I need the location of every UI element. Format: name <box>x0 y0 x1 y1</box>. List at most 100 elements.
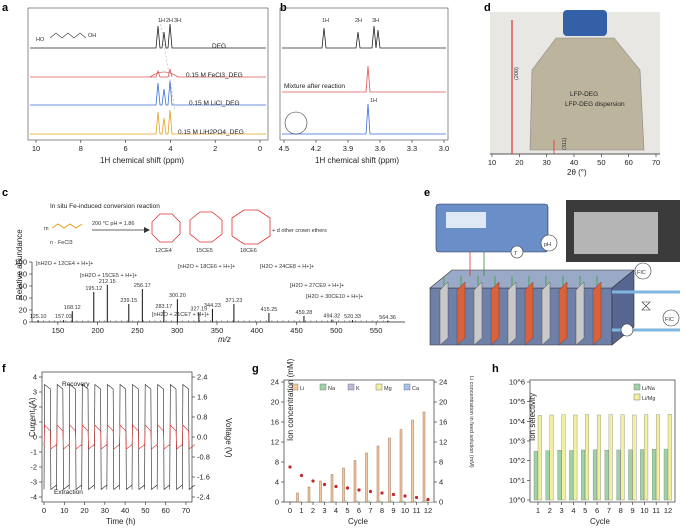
g-ytick-label: 8 <box>275 458 279 467</box>
bottle-cap <box>563 10 607 36</box>
x-axis-label-g: Cycle <box>348 517 369 526</box>
annot-18ce6: [nH2O + 18CE6 + H+]+ <box>178 264 235 270</box>
peak-label-3h-a: 3H <box>174 18 181 24</box>
g-xtick-label: 1 <box>299 506 303 515</box>
g-xtick-label: 5 <box>345 506 349 515</box>
bar-K-cycle-10 <box>404 501 407 502</box>
bar-Na-cycle-9 <box>390 500 393 502</box>
bar-Li/Mg-cycle-5 <box>585 414 590 501</box>
f-ytick-label: -1 <box>30 448 37 457</box>
stack-photo-inner <box>574 212 658 254</box>
h-ytick-label: 10^6 <box>509 378 525 387</box>
c-xtick-label: 350 <box>211 326 224 335</box>
bar-K-cycle-1 <box>300 501 303 502</box>
f2-ytick-label: 0.0 <box>197 433 207 442</box>
axis-ticks-c: 150 200 250 300 350 400 450 500 550 0 20 40 60 80 100 <box>14 258 382 336</box>
legend-swatch-Li <box>291 383 299 391</box>
y-axis-label-c: Relative abundance <box>15 229 24 300</box>
current-voltage-traces <box>43 383 196 491</box>
bar-Mg-cycle-5 <box>349 501 352 502</box>
y-axis-label-g: Ion concentration (mM) <box>286 358 295 441</box>
a-xtick-label: 10 <box>32 144 40 153</box>
feed-li-point <box>403 494 407 498</box>
bar-Na-cycle-3 <box>321 501 324 502</box>
g-xtick-label: 4 <box>334 506 338 515</box>
bar-Na-cycle-10 <box>402 500 405 502</box>
f-xtick-label: 20 <box>80 506 88 515</box>
h-xtick-label: 7 <box>607 506 611 515</box>
legend-label-K: K <box>356 386 360 392</box>
legend-swatch-Ca <box>403 383 411 391</box>
bar-K-cycle-8 <box>381 501 384 502</box>
bar-Li/Mg-cycle-10 <box>644 414 649 501</box>
annot-21ce7: [nH2O + 21CE7 + H+]+ <box>152 312 209 318</box>
electrode-plate <box>490 281 500 346</box>
bar-Li/Mg-cycle-8 <box>620 414 625 501</box>
bottle-text: LFP-DEG dispersion <box>565 101 625 108</box>
electrode-plate <box>456 281 466 346</box>
bar-K-cycle-11 <box>415 501 418 502</box>
legend-h: Li/Na Li/Mg <box>633 383 656 402</box>
g-ytick-label: 0 <box>275 498 279 507</box>
ms-peak-label: 125.10 <box>30 314 47 320</box>
f-ytick-label: -3 <box>30 478 37 487</box>
bar-Ca-cycle-9 <box>397 501 400 502</box>
axis-ticks-f: 0 10 20 30 40 50 60 70 -4 -3 -2 -1 0 1 2 3 4 -2.4 -1.6 -0.8… <box>30 373 210 516</box>
f-xtick-label: 50 <box>141 506 149 515</box>
bar-Li/Mg-cycle-9 <box>632 414 637 501</box>
h-xtick-label: 4 <box>571 506 575 515</box>
bar-Ca-cycle-12 <box>431 501 434 502</box>
flow-controller-2 <box>662 309 680 327</box>
crown-12ce4 <box>151 213 181 243</box>
legend-swatch-Na <box>319 383 327 391</box>
electrode-plate <box>439 281 449 346</box>
bar-Ca-cycle-8 <box>385 501 388 502</box>
annot-extraction: Extraction <box>54 489 83 496</box>
ms-peak-label: 212.15 <box>99 279 116 285</box>
h-xtick-label: 11 <box>652 506 660 515</box>
f2-ytick-label: -2.4 <box>197 493 210 502</box>
d-xtick-label: 40 <box>570 158 578 167</box>
legend-label-Ca: Ca <box>412 386 420 392</box>
h-xtick-label: 6 <box>595 506 599 515</box>
nmr-trace-b-deg <box>282 25 446 49</box>
f2-ytick-label: 2.4 <box>197 373 207 382</box>
x-axis-ticks-b: 4.5 4.2 3.9 3.6 3.3 3.0 <box>279 140 449 153</box>
c-ytick-label: 40 <box>19 294 27 303</box>
g2-ytick-label: 4 <box>439 478 443 487</box>
b-xtick-label: 3.3 <box>407 144 417 153</box>
bar-Li/Na-cycle-9 <box>628 449 633 501</box>
c-xtick-label: 550 <box>370 326 383 335</box>
label-15ce5: 15CE5 <box>196 248 213 254</box>
legend-label-Li: Li <box>300 386 304 392</box>
g2-ytick-label: 12 <box>439 438 447 447</box>
nmr-traces-a <box>30 23 266 135</box>
x-axis-label-a: 1H chemical shift (ppm) <box>100 156 184 165</box>
g2-ytick-label: 16 <box>439 418 447 427</box>
bar-Li/Na-cycle-12 <box>663 448 668 501</box>
g-ytick-label: 4 <box>275 478 279 487</box>
bar-Li-cycle-1 <box>296 492 299 503</box>
h-ytick-label: 10^2 <box>509 456 525 465</box>
f-ytick-label: 3 <box>33 388 37 397</box>
g-xtick-label: 0 <box>288 506 292 515</box>
panel-a-label: a <box>2 2 9 14</box>
nmr-trace-b-mixture <box>282 65 446 93</box>
bar-Li-cycle-5 <box>342 467 345 503</box>
bar-Li/Mg-cycle-7 <box>608 414 613 501</box>
c-ytick-label: 80 <box>19 270 27 279</box>
crown-ether-struct-b <box>284 111 308 135</box>
c-xtick-label: 500 <box>330 326 343 335</box>
ms-peak-label: 300.20 <box>169 293 186 299</box>
c-xtick-label: 150 <box>52 326 65 335</box>
bar-Li/Mg-cycle-1 <box>537 415 542 501</box>
g-ytick-label: 20 <box>271 398 279 407</box>
bar-Mg-cycle-11 <box>418 501 421 502</box>
f-ytick-label: 2 <box>33 403 37 412</box>
x-axis-label-h: Cycle <box>590 517 611 526</box>
legend-label-Na: Na <box>328 386 336 392</box>
voltage-trace <box>43 424 196 450</box>
feed-li-point <box>426 497 430 502</box>
panel-g-label: g <box>252 363 259 375</box>
bar-Ca-cycle-11 <box>420 501 423 502</box>
